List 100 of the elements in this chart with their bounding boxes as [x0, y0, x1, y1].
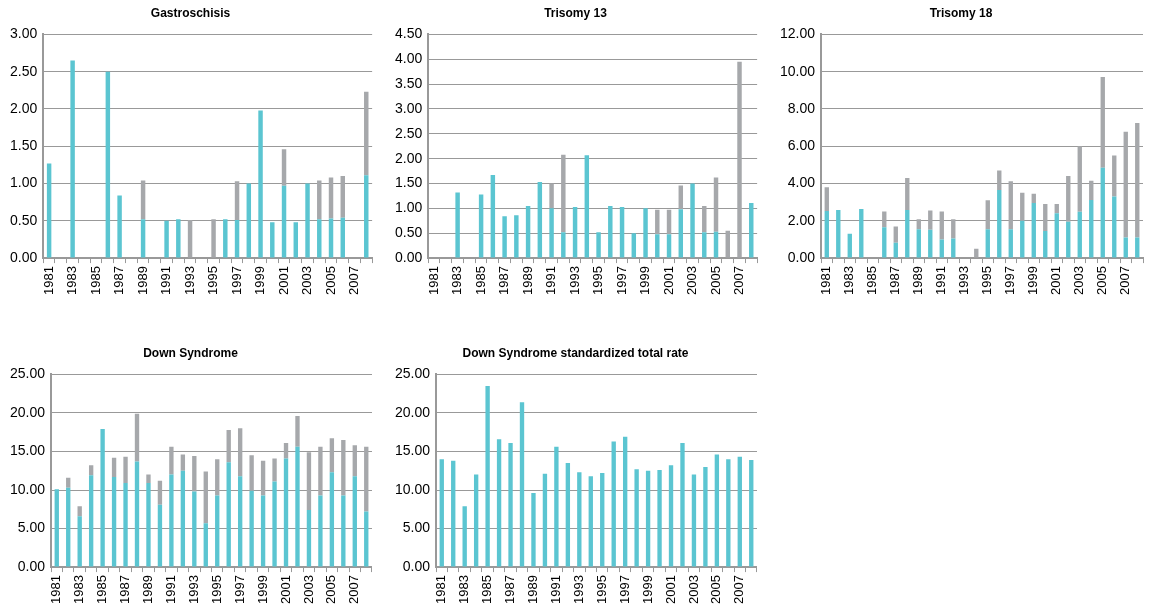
x-tick-label: 1983: [64, 266, 80, 295]
y-tick-label: 0.00: [402, 557, 431, 574]
bar: [176, 219, 181, 258]
bar: [140, 219, 146, 258]
bar: [643, 208, 648, 258]
bar: [293, 222, 299, 258]
bar: [329, 438, 335, 473]
x-tick-label: 1989: [140, 575, 156, 604]
x-tick-label: 1981: [40, 266, 56, 295]
bar: [666, 234, 672, 258]
x-tick-label: 2003: [1071, 266, 1087, 295]
bar: [1066, 176, 1071, 222]
bar: [622, 436, 628, 567]
bar: [1043, 204, 1048, 232]
bar: [329, 472, 335, 567]
bar: [1089, 180, 1094, 200]
bar: [714, 454, 720, 567]
x-tick-label: 2007: [346, 575, 362, 604]
x-tick-label: 1995: [590, 266, 606, 295]
x-tick-label: 1981: [48, 575, 64, 604]
x-tick-label: 2007: [346, 266, 362, 295]
x-tick-label: 1983: [456, 575, 472, 604]
bar: [749, 459, 754, 567]
x-tick-label: 1983: [449, 266, 465, 295]
bar: [974, 248, 979, 258]
bar: [54, 489, 59, 567]
x-tick-label: 1997: [231, 575, 247, 604]
bar: [657, 469, 662, 567]
y-tick-label: 4.00: [787, 174, 816, 191]
bar: [600, 473, 605, 567]
bar: [514, 215, 519, 258]
y-tick-label: 5.00: [17, 519, 46, 536]
y-tick-label: 1.50: [395, 174, 423, 191]
bar: [985, 200, 990, 230]
bar: [341, 439, 346, 496]
bar: [215, 459, 220, 496]
bar: [1077, 211, 1082, 258]
bar: [340, 217, 345, 258]
bar: [234, 220, 240, 258]
y-tick-label: 1.00: [10, 174, 38, 191]
x-tick-label: 1991: [158, 266, 174, 295]
x-tick-label: 1999: [639, 575, 655, 604]
x-tick-label: 1987: [887, 266, 903, 295]
x-tick-label: 2007: [731, 266, 747, 295]
y-tick-label: 4.50: [395, 25, 423, 42]
x-tick-label: 1985: [472, 266, 488, 295]
bar: [596, 232, 601, 258]
bar: [192, 456, 197, 492]
bar: [565, 463, 571, 567]
bar: [187, 220, 193, 258]
bar: [631, 233, 637, 258]
bar: [691, 474, 697, 567]
y-tick-label: 1.50: [10, 137, 38, 154]
bar: [905, 177, 910, 210]
x-tick-label: 1985: [864, 266, 880, 295]
bar: [260, 460, 266, 496]
x-tick-label: 2007: [1117, 266, 1133, 295]
bar: [519, 402, 525, 567]
bar: [105, 71, 111, 258]
bar: [478, 194, 484, 258]
bar: [537, 182, 543, 258]
bar: [490, 175, 496, 258]
bar: [272, 481, 277, 567]
x-tick-label: 1981: [433, 575, 449, 604]
chart-title: Gastroschisis: [150, 5, 231, 20]
bar: [1020, 192, 1025, 221]
bar: [146, 483, 151, 567]
x-tick-label: 1989: [910, 266, 926, 295]
bar: [169, 446, 174, 475]
bar: [439, 459, 444, 567]
x-tick-label: 1999: [252, 266, 268, 295]
bar: [237, 476, 243, 567]
bar: [893, 226, 898, 243]
bar: [249, 455, 254, 491]
bar: [737, 456, 742, 567]
bar: [1043, 231, 1048, 258]
bar: [1100, 167, 1105, 258]
bar: [77, 506, 82, 517]
x-tick-label: 1985: [94, 575, 110, 604]
bar: [749, 202, 754, 258]
bar: [678, 209, 684, 258]
bar: [1031, 203, 1036, 258]
bar: [341, 495, 346, 567]
bar: [1112, 155, 1117, 197]
y-tick-label: 3.50: [395, 74, 423, 91]
bar: [1123, 237, 1128, 258]
y-tick-label: 10.00: [779, 62, 816, 79]
bar: [180, 470, 186, 567]
bar: [215, 495, 220, 567]
bar: [88, 475, 94, 567]
y-tick-label: 2.50: [10, 62, 38, 79]
bar: [531, 493, 536, 567]
y-tick-label: 0.00: [787, 248, 816, 265]
bar: [951, 238, 956, 258]
bar: [134, 413, 140, 462]
x-tick-label: 2001: [275, 266, 291, 295]
x-tick-label: 1999: [254, 575, 270, 604]
bar: [1123, 131, 1128, 238]
bar: [1135, 122, 1140, 238]
bar: [211, 219, 216, 258]
